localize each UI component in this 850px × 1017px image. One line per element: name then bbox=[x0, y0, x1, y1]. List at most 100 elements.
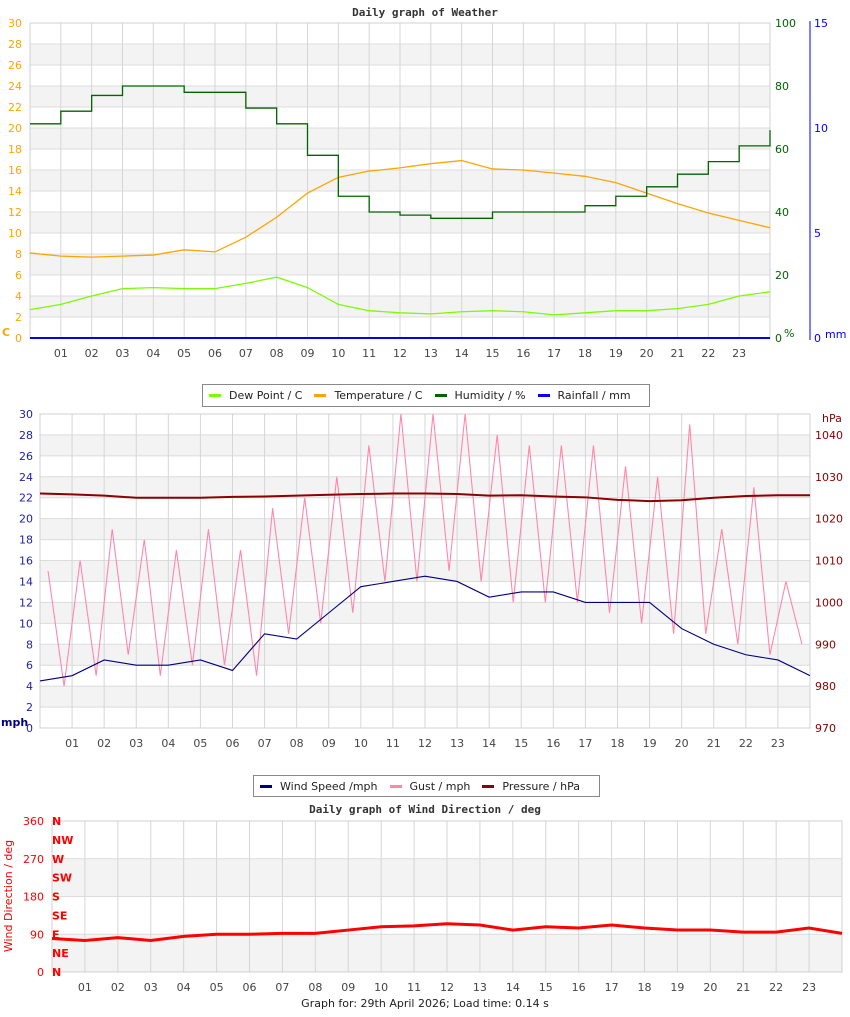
rain-axis-tick-label: 0 bbox=[814, 332, 821, 345]
rain-axis-unit: mm bbox=[825, 328, 846, 341]
x-tick-label: 11 bbox=[386, 737, 400, 750]
rain-axis-tick-label: 15 bbox=[814, 17, 828, 30]
x-tick-label: 10 bbox=[374, 981, 388, 994]
right-axis-tick-label: 1020 bbox=[815, 513, 843, 526]
x-tick-label: 05 bbox=[210, 981, 224, 994]
left-axis-tick-label: 22 bbox=[19, 492, 33, 505]
left-axis-tick-label: 8 bbox=[26, 638, 33, 651]
x-tick-label: 17 bbox=[578, 737, 592, 750]
x-tick-label: 13 bbox=[424, 347, 438, 360]
x-tick-label: 18 bbox=[611, 737, 625, 750]
legend-temperature: Temperature / C bbox=[314, 389, 423, 402]
x-tick-label: 06 bbox=[208, 347, 222, 360]
legend-label: Humidity / % bbox=[454, 389, 526, 402]
wind-direction-trace bbox=[51, 922, 843, 943]
x-tick-label: 20 bbox=[675, 737, 689, 750]
right-axis-unit: hPa bbox=[822, 412, 842, 425]
x-tick-label: 16 bbox=[546, 737, 560, 750]
x-tick-label: 03 bbox=[129, 737, 143, 750]
y-axis-label: Wind Direction / deg bbox=[2, 840, 15, 952]
rain-axis-tick-label: 5 bbox=[814, 227, 821, 240]
compass-label: SE bbox=[52, 909, 67, 922]
rain-axis-tick-label: 10 bbox=[814, 122, 828, 135]
right-axis-tick-label: 980 bbox=[815, 680, 836, 693]
x-tick-label: 22 bbox=[701, 347, 715, 360]
left-axis-tick-label: 24 bbox=[8, 80, 22, 93]
legend-label: Temperature / C bbox=[334, 389, 423, 402]
pressure-swatch bbox=[482, 784, 495, 788]
left-axis-tick-label: 360 bbox=[23, 815, 44, 828]
left-axis-tick-label: 28 bbox=[19, 429, 33, 442]
left-axis-tick-label: 24 bbox=[19, 471, 33, 484]
left-axis-tick-label: 16 bbox=[8, 164, 22, 177]
x-tick-label: 15 bbox=[539, 981, 553, 994]
x-tick-label: 10 bbox=[354, 737, 368, 750]
pressure-line bbox=[39, 492, 810, 503]
x-tick-label: 07 bbox=[239, 347, 253, 360]
x-tick-label: 22 bbox=[769, 981, 783, 994]
x-tick-label: 01 bbox=[78, 981, 92, 994]
x-tick-label: 03 bbox=[144, 981, 158, 994]
right-axis-tick-label: 20 bbox=[775, 269, 789, 282]
x-tick-label: 08 bbox=[290, 737, 304, 750]
x-tick-label: 06 bbox=[243, 981, 257, 994]
x-tick-label: 14 bbox=[482, 737, 496, 750]
left-axis-tick-label: 90 bbox=[30, 928, 44, 941]
x-tick-label: 15 bbox=[486, 347, 500, 360]
dew-point-line bbox=[29, 276, 771, 316]
x-tick-label: 01 bbox=[54, 347, 68, 360]
x-tick-label: 08 bbox=[270, 347, 284, 360]
legend-humidity: Humidity / % bbox=[434, 389, 526, 402]
compass-label: E bbox=[52, 928, 60, 941]
left-axis-tick-label: 6 bbox=[26, 659, 33, 672]
left-axis-tick-label: 2 bbox=[15, 311, 22, 324]
left-axis-unit: C bbox=[2, 326, 10, 339]
temperature-swatch bbox=[314, 394, 327, 397]
footer-status: Graph for: 29th April 2026; Load time: 0… bbox=[301, 997, 549, 1010]
legend-label: Wind Speed /mph bbox=[280, 779, 378, 793]
plot-border bbox=[39, 413, 811, 729]
right-axis-tick-label: 0 bbox=[775, 332, 782, 345]
x-tick-label: 23 bbox=[771, 737, 785, 750]
wind-speed-line bbox=[39, 575, 811, 682]
right-axis-tick-label: 970 bbox=[815, 722, 836, 735]
x-tick-label: 09 bbox=[341, 981, 355, 994]
right-axis-tick-label: 990 bbox=[815, 638, 836, 651]
x-tick-label: 13 bbox=[473, 981, 487, 994]
wind-direction-chart-title: Daily graph of Wind Direction / deg bbox=[309, 803, 541, 816]
right-axis-tick-label: 60 bbox=[775, 143, 789, 156]
legend-wind-speed: Wind Speed /mph bbox=[260, 780, 378, 793]
left-axis-tick-label: 270 bbox=[23, 853, 44, 866]
right-axis-tick-label: 1010 bbox=[815, 555, 843, 568]
left-axis-unit: mph bbox=[1, 716, 28, 729]
x-tick-label: 23 bbox=[802, 981, 816, 994]
x-tick-label: 21 bbox=[671, 347, 685, 360]
left-axis-tick-label: 26 bbox=[19, 450, 33, 463]
compass-label: SW bbox=[52, 872, 72, 885]
x-tick-label: 14 bbox=[506, 981, 520, 994]
x-tick-label: 11 bbox=[362, 347, 376, 360]
left-axis-tick-label: 14 bbox=[19, 575, 33, 588]
x-tick-label: 09 bbox=[301, 347, 315, 360]
x-tick-label: 16 bbox=[516, 347, 530, 360]
right-axis-tick-label: 1000 bbox=[815, 596, 843, 609]
x-tick-label: 12 bbox=[393, 347, 407, 360]
left-axis-tick-label: 28 bbox=[8, 38, 22, 51]
left-axis-tick-label: 12 bbox=[8, 206, 22, 219]
left-axis-tick-label: 8 bbox=[15, 248, 22, 261]
left-axis-tick-label: 10 bbox=[8, 227, 22, 240]
x-tick-label: 05 bbox=[193, 737, 207, 750]
x-tick-label: 04 bbox=[161, 737, 175, 750]
left-axis-tick-label: 4 bbox=[26, 680, 33, 693]
left-axis-tick-label: 0 bbox=[15, 332, 22, 345]
left-axis-tick-label: 20 bbox=[8, 122, 22, 135]
legend-label: Gust / mph bbox=[409, 779, 471, 793]
legend-label: Rainfall / mm bbox=[557, 389, 631, 402]
x-tick-label: 19 bbox=[609, 347, 623, 360]
x-tick-label: 18 bbox=[578, 347, 592, 360]
x-tick-label: 20 bbox=[640, 347, 654, 360]
left-axis-tick-label: 26 bbox=[8, 59, 22, 72]
left-axis-tick-label: 4 bbox=[15, 290, 22, 303]
compass-label: S bbox=[52, 891, 60, 904]
x-tick-label: 02 bbox=[97, 737, 111, 750]
